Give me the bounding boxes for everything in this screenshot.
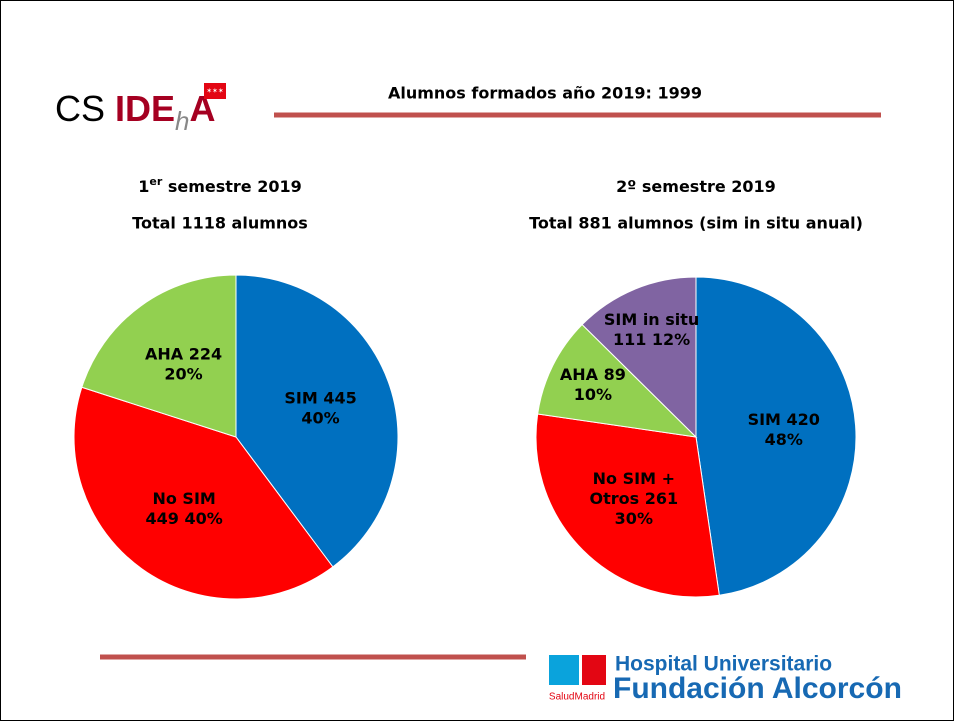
chart-title: 1er semestre 2019 [138, 175, 302, 196]
flag [204, 83, 226, 99]
slice-label: AHA 89 [560, 365, 626, 384]
pie-slice [535, 413, 720, 598]
title-part: semestre 2019 [162, 177, 301, 196]
slice-label: 30% [615, 509, 653, 528]
slice-label: SIM 420 [748, 410, 820, 429]
pie-slice [537, 323, 698, 438]
pie-slice [581, 276, 697, 439]
pie-slice [81, 274, 237, 438]
pie-slice [73, 386, 334, 600]
flag-stars: ✶✶✶ [206, 87, 224, 95]
chart-subtitle: Total 1118 alumnos [132, 214, 308, 233]
chart-title: 2º semestre 2019 [616, 177, 776, 196]
slice-label: Otros 261 [590, 489, 679, 508]
logo: CS IDEhA [55, 88, 216, 136]
brand-icon [549, 655, 579, 685]
slice-label: 20% [164, 364, 202, 383]
slice-label: AHA 224 [145, 344, 222, 363]
logo-h: h [175, 106, 189, 136]
title-part: 1 [138, 177, 149, 196]
pie-slice [235, 274, 399, 568]
brand-flag [582, 655, 606, 685]
title-part: er [149, 175, 162, 188]
slice-label: 40% [301, 408, 339, 427]
title-part: 2º semestre 2019 [616, 177, 776, 196]
slice-label: No SIM + [593, 469, 675, 488]
slice-label: SIM in situ [604, 310, 699, 329]
slice-label: 10% [574, 385, 612, 404]
slice-label: 111 12% [613, 330, 690, 349]
logo-cs: CS [55, 88, 105, 129]
hospital-name: Fundación Alcorcón [613, 672, 902, 705]
slice-label: No SIM [152, 489, 215, 508]
hospital-line: Hospital Universitario [615, 653, 832, 676]
slice-label: 48% [765, 430, 803, 449]
slice-label: 449 40% [146, 509, 223, 528]
chart-subtitle: Total 881 alumnos (sim in situ anual) [529, 214, 863, 233]
slice-label: SIM 445 [284, 388, 356, 407]
logo-ide: IDE [115, 88, 175, 129]
heading: Alumnos formados año 2019: 1999 [388, 84, 702, 103]
pie-slice [695, 276, 857, 596]
brand: SaludMadrid [549, 692, 605, 703]
